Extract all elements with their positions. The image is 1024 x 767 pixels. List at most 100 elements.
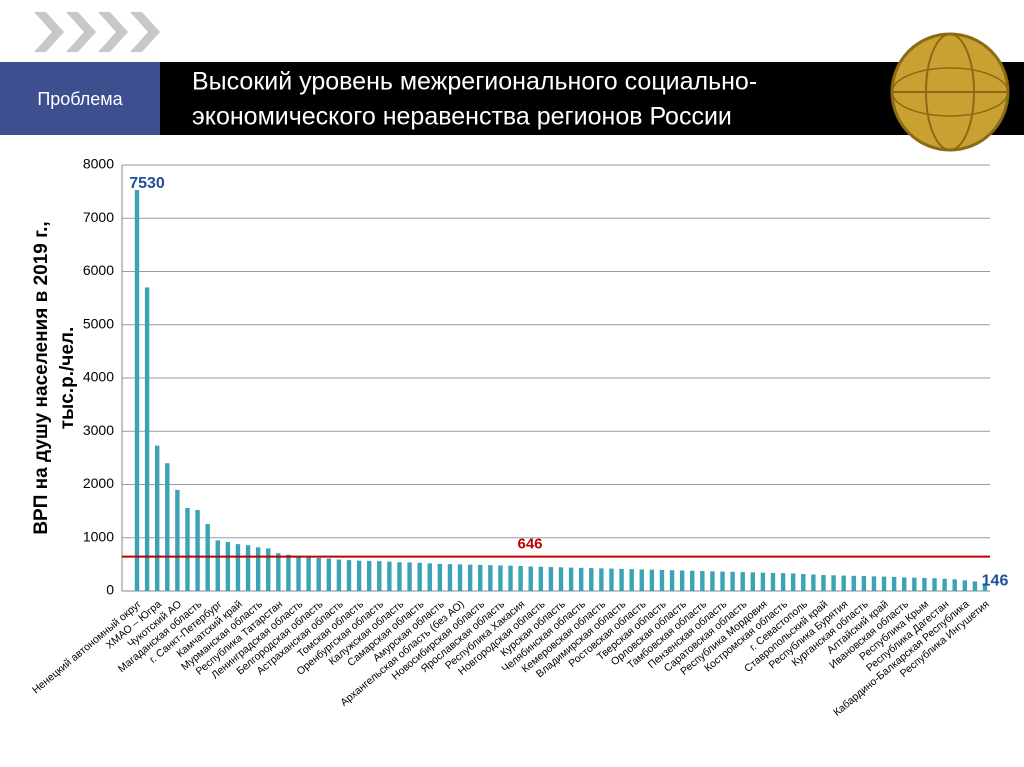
bar [700,571,705,591]
bar [518,565,523,591]
bar [871,576,877,591]
bar [306,556,311,591]
bar [639,569,644,591]
bar [730,571,735,591]
value-label: 7530 [129,175,165,192]
bar [679,570,685,591]
bar [558,567,564,591]
bar [568,567,574,591]
bar [488,565,493,591]
tab-label: Проблема [37,89,123,109]
bar [457,564,463,591]
bar [548,567,554,591]
chart: 0 1000 2000 3000 4000 5000 6000 7000 8000 ВРП на … [30,156,1008,719]
bar [861,576,867,591]
title-line: Высокий уровень межрегионального социаль… [192,68,757,96]
bar [326,558,332,591]
bar [609,568,614,591]
bar [962,580,968,591]
bar [377,561,382,591]
bar [336,559,342,591]
title-line: экономического неравенства регионов Росс… [192,103,732,131]
bar [215,540,220,591]
bar [790,573,796,591]
bar [780,573,786,591]
y-tick-label: 4000 [83,369,114,385]
bar [467,564,473,591]
bar [255,547,261,591]
bar [669,570,675,591]
bar [891,576,897,591]
bar [437,563,443,591]
y-tick-label: 5000 [83,315,114,331]
bar [286,554,291,591]
bar [185,507,190,591]
bar [387,561,392,591]
bar [346,560,352,591]
tab [0,62,160,135]
y-tick-label: 2000 [83,475,114,491]
bar [912,577,917,591]
bar [245,545,251,591]
bar [578,567,584,591]
y-tick-label: 1000 [83,528,114,544]
value-label: 146 [982,572,1009,589]
y-tick-label: 3000 [83,422,114,438]
bar [417,562,422,591]
y-tick-label: 0 [106,582,114,598]
bar [144,287,150,591]
y-tick-label: 6000 [83,262,114,278]
bar [478,564,483,591]
bar [296,555,301,591]
bar [134,190,140,591]
y-axis-label: тыс.р./чел. [57,327,78,430]
bar [407,562,412,591]
bar [629,569,634,591]
bar [720,571,725,591]
globe [890,32,1010,152]
bar [528,566,533,591]
bar [750,572,756,591]
bar [316,557,321,591]
bar [649,569,655,591]
bar [841,575,846,591]
bar [821,575,826,591]
bar [225,542,231,591]
y-tick-label: 8000 [83,156,114,172]
y-axis-label: ВРП на душу населения в 2019 г., [31,221,52,534]
bar [710,571,715,591]
bar [902,577,907,591]
bar [982,583,988,591]
bar [589,568,594,591]
bar [932,578,937,591]
bar [972,581,978,591]
bar [659,569,665,591]
bar [952,579,957,591]
bar [498,565,503,591]
bar [690,570,695,591]
bar [508,565,513,591]
bar [881,576,887,591]
bar [397,562,402,591]
bar [599,568,604,591]
bar [619,568,624,591]
bar [366,560,372,591]
bar [851,575,856,591]
bar [175,489,180,591]
header-bar [0,62,1024,135]
bar [811,574,816,591]
nav-arrows [34,12,160,52]
bar [154,445,160,591]
bar [235,544,241,591]
bar [770,572,776,591]
bar [195,510,200,591]
bar [538,566,544,591]
reference-label: 646 [517,536,542,553]
bar [831,575,836,591]
bar [760,572,766,591]
bar [165,463,170,591]
bar [922,577,927,591]
bar [266,548,271,591]
